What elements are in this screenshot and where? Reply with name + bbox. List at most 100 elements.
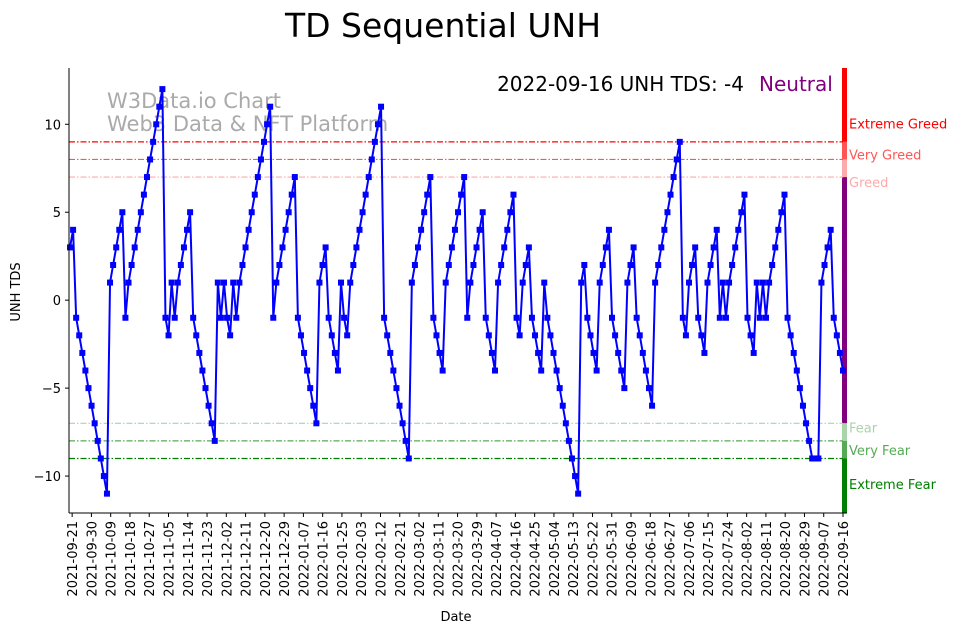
- data-point: [451, 226, 458, 233]
- latest-annotation: 2022-09-16 UNH TDS: -4: [497, 72, 744, 96]
- data-point: [230, 279, 237, 286]
- data-point: [242, 244, 249, 251]
- tds-series: [67, 86, 846, 497]
- data-point: [778, 209, 785, 216]
- data-point: [424, 191, 431, 198]
- data-point: [107, 279, 114, 286]
- data-point: [491, 367, 498, 374]
- x-tick-label: 2021-12-02: [220, 521, 235, 597]
- y-tick-label: 5: [53, 206, 61, 221]
- x-tick-label: 2021-12-20: [259, 521, 274, 597]
- data-point: [405, 455, 412, 462]
- data-point: [67, 244, 73, 251]
- data-point: [621, 385, 628, 392]
- x-tick-label: 2022-07-15: [702, 521, 717, 597]
- data-point: [110, 261, 117, 268]
- data-point: [618, 367, 625, 374]
- band-extreme-greed: [842, 68, 847, 142]
- data-point: [781, 191, 788, 198]
- series-line: [69, 88, 844, 494]
- data-point: [738, 209, 745, 216]
- data-point: [766, 279, 773, 286]
- x-tick-label: 2021-10-18: [124, 521, 139, 597]
- x-tick-label: 2022-04-25: [529, 521, 544, 597]
- data-point: [633, 314, 640, 321]
- data-point: [381, 314, 388, 321]
- data-point: [772, 244, 779, 251]
- neutral-band: [842, 177, 847, 424]
- data-point: [159, 86, 166, 93]
- data-point: [775, 226, 782, 233]
- data-point: [137, 209, 144, 216]
- data-point: [735, 226, 742, 233]
- data-point: [116, 226, 123, 233]
- data-point: [488, 349, 495, 356]
- data-point: [482, 314, 489, 321]
- x-tick-label: 2022-05-22: [586, 521, 601, 597]
- data-point: [470, 261, 477, 268]
- data-point: [217, 314, 224, 321]
- data-point: [818, 279, 825, 286]
- data-point: [722, 314, 729, 321]
- data-point: [547, 332, 554, 339]
- data-point: [310, 402, 317, 409]
- data-point: [498, 261, 505, 268]
- data-point: [664, 209, 671, 216]
- band-very-fear: [842, 440, 847, 459]
- data-point: [147, 156, 154, 163]
- data-point: [479, 209, 486, 216]
- data-point: [165, 332, 172, 339]
- data-point: [747, 332, 754, 339]
- data-point: [532, 332, 539, 339]
- data-point: [710, 244, 717, 251]
- data-point: [291, 174, 298, 181]
- data-point: [652, 279, 659, 286]
- data-point: [525, 244, 532, 251]
- data-point: [374, 121, 381, 128]
- x-tick-label: 2022-08-29: [798, 521, 813, 597]
- data-point: [313, 420, 320, 427]
- x-tick-label: 2021-09-21: [66, 521, 81, 597]
- data-point: [596, 279, 603, 286]
- data-point: [701, 349, 708, 356]
- band-greed: [842, 159, 847, 178]
- data-point: [76, 332, 83, 339]
- x-tick-label: 2021-09-30: [85, 521, 100, 597]
- data-point: [726, 279, 733, 286]
- x-tick-label: 2022-04-07: [490, 521, 505, 597]
- data-point: [830, 314, 837, 321]
- data-point: [550, 349, 557, 356]
- data-point: [359, 209, 366, 216]
- x-tick-label: 2022-06-09: [625, 521, 640, 597]
- x-tick-label: 2022-01-16: [317, 521, 332, 597]
- data-point: [248, 209, 255, 216]
- data-point: [396, 402, 403, 409]
- data-point: [245, 226, 252, 233]
- x-tick-label: 2022-02-12: [374, 521, 389, 597]
- data-point: [501, 244, 508, 251]
- data-point: [85, 385, 92, 392]
- data-point: [590, 349, 597, 356]
- data-point: [193, 332, 200, 339]
- data-point: [572, 473, 579, 480]
- data-point: [140, 191, 147, 198]
- data-point: [190, 314, 197, 321]
- data-point: [103, 490, 110, 497]
- data-point: [325, 314, 332, 321]
- x-tick-label: 2022-08-02: [741, 521, 756, 597]
- band-very-greed: [842, 141, 847, 160]
- threshold-bands: [842, 68, 847, 513]
- data-point: [661, 226, 668, 233]
- data-point: [411, 261, 418, 268]
- threshold-label: Very Greed: [849, 148, 921, 163]
- data-point: [599, 261, 606, 268]
- data-point: [88, 402, 95, 409]
- data-point: [279, 244, 286, 251]
- data-point: [334, 367, 341, 374]
- x-tick-label: 2022-08-11: [760, 521, 775, 597]
- data-point: [809, 455, 816, 462]
- data-point: [150, 138, 157, 145]
- data-point: [344, 332, 351, 339]
- x-tick-label: 2022-05-04: [548, 521, 563, 597]
- data-point: [741, 191, 748, 198]
